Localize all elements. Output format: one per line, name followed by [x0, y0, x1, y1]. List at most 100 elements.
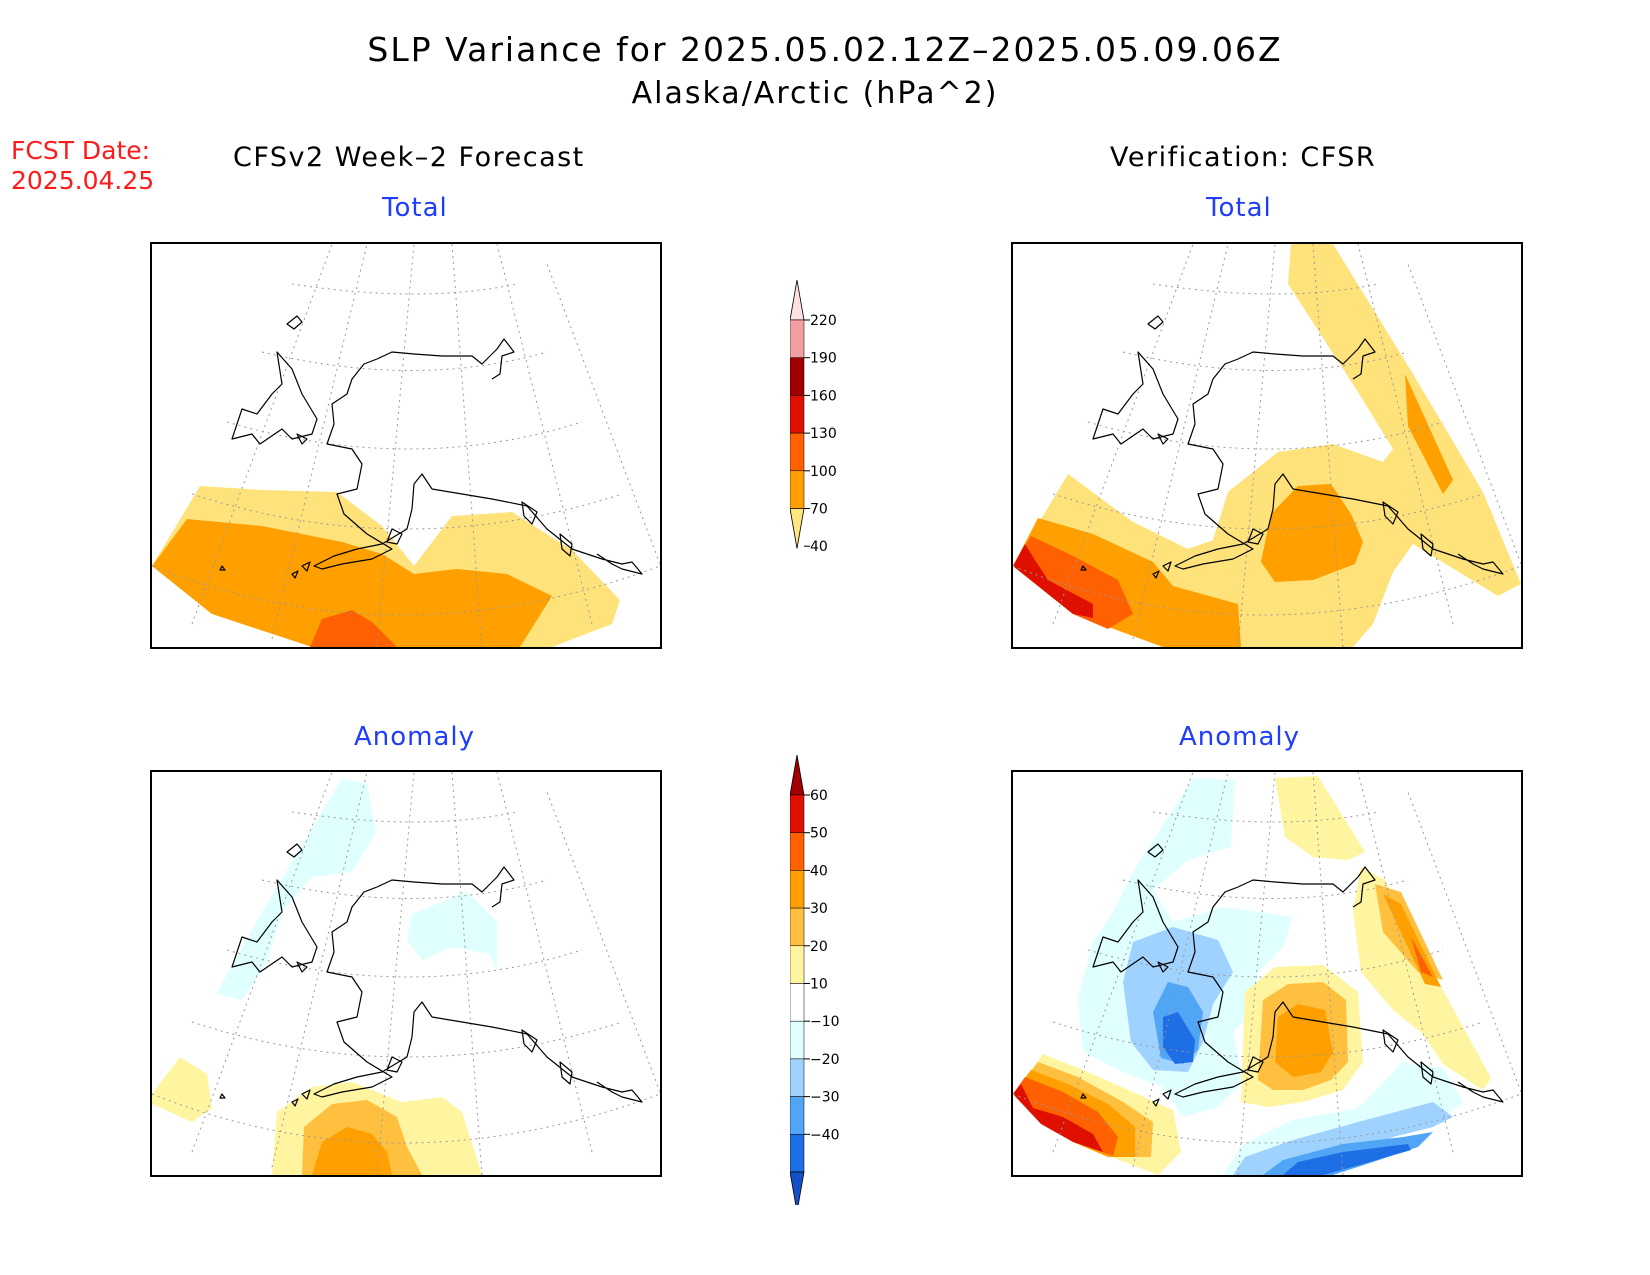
- coastline-segment: [1092, 879, 1179, 973]
- coastline-segment: [1157, 961, 1169, 973]
- colorbar-tick-label: 20: [810, 939, 828, 955]
- coastline-segment: [1247, 528, 1264, 545]
- coastline-segment: [301, 1089, 311, 1100]
- coastline-segment: [1237, 338, 1376, 380]
- total-colorbar: 220 190 160 130 100 70 40: [790, 280, 837, 555]
- grid-line: [1013, 1093, 1521, 1144]
- lat-lon-grid: [152, 244, 660, 647]
- verification-anomaly-title: Anomaly: [1179, 722, 1301, 752]
- coastline-segment: [431, 488, 643, 575]
- colorbar-tick-label: −30: [810, 1090, 840, 1106]
- coastline-segment: [1420, 533, 1434, 557]
- grid-line: [451, 244, 483, 647]
- colorbar-segment: [790, 357, 805, 396]
- fcst-date-value: 2025.04.25: [11, 166, 155, 195]
- forecast-column-heading: CFSv2 Week–2 Forecast: [233, 142, 585, 173]
- coastline-segment: [1147, 843, 1164, 858]
- coastline-segment: [301, 561, 311, 572]
- coastline-segment: [376, 338, 515, 380]
- forecast-total-svg: [152, 244, 660, 647]
- colorbar-tick-label: −20: [810, 1052, 840, 1068]
- coastline: [219, 843, 643, 1107]
- colorbar-tick-label: 40: [810, 539, 828, 555]
- coastline-segment: [1174, 886, 1294, 1098]
- shade-10: [152, 1057, 212, 1122]
- coastline: [1080, 315, 1504, 579]
- shade-70c: [1405, 374, 1453, 494]
- coastline-segment: [1247, 1056, 1264, 1073]
- total-colorbar-segments: 220 190 160 130 100 70 40: [790, 280, 837, 555]
- shade-40: [1013, 244, 1521, 647]
- shade-m10b: [407, 892, 497, 972]
- forecast-anomaly-title: Anomaly: [354, 722, 476, 752]
- coastline: [219, 315, 643, 579]
- coastline-segment: [386, 1056, 403, 1073]
- shade-m10: [216, 778, 376, 1000]
- grid-line: [1122, 351, 1409, 371]
- lat-lon-grid: [152, 772, 660, 1175]
- colorbar-top-arrow: [790, 755, 805, 796]
- grid-line: [271, 244, 368, 640]
- shade-70b: [1261, 484, 1363, 582]
- colorbar-segment: [790, 1058, 805, 1097]
- shade-m40b: [1283, 1144, 1411, 1175]
- coastline-segment: [1157, 433, 1169, 445]
- grid-line: [1052, 244, 1194, 625]
- coastline-segment: [1420, 1061, 1434, 1085]
- shade-50: [1013, 1084, 1103, 1152]
- coastline-segment: [219, 565, 226, 571]
- coastline-segment: [1237, 866, 1376, 908]
- colorbar-tick-label: −10: [810, 1014, 840, 1030]
- grid-line: [1087, 421, 1444, 450]
- colorbar-segment: [790, 870, 805, 909]
- grid-line: [1237, 244, 1276, 647]
- anomaly-colorbar: 60 50 40 30 20 10 −10 −20 −30 −40: [790, 755, 840, 1205]
- coastline-segment: [1382, 1029, 1399, 1053]
- colorbar-segment: [790, 319, 805, 358]
- verification-column-heading: Verification: CFSR: [1110, 142, 1377, 173]
- forecast-total-map: [150, 242, 662, 649]
- grid-line: [152, 1093, 660, 1144]
- figure-title: SLP Variance for 2025.05.02.12Z–2025.05.…: [367, 30, 1283, 69]
- colorbar-tick-label: 220: [810, 313, 837, 329]
- colorbar-tick-label: 10: [810, 977, 828, 993]
- anomaly-colorbar-segments: 60 50 40 30 20 10 −10 −20 −30 −40: [790, 755, 840, 1205]
- forecast-anomaly-map: [150, 770, 662, 1177]
- coastline-segment: [521, 1029, 538, 1053]
- colorbar-tick-label: 70: [810, 502, 828, 518]
- grid-line: [191, 1021, 623, 1058]
- coastline-segment: [1080, 565, 1087, 571]
- coastline-segment: [313, 886, 433, 1098]
- colorbar-segment: [790, 395, 805, 434]
- grid-line: [291, 811, 518, 823]
- colorbar-segment: [790, 832, 805, 871]
- coastline-segment: [521, 501, 538, 525]
- shade-10: [1275, 776, 1365, 860]
- coastline-segment: [286, 843, 303, 858]
- coastline-segment: [559, 533, 573, 557]
- colorbar-tick-label: 130: [810, 426, 837, 442]
- verification-total-title: Total: [1206, 193, 1272, 223]
- coastline-segment: [431, 1016, 643, 1103]
- colorbar-top-arrow: [790, 280, 805, 321]
- shade-70: [1013, 518, 1241, 647]
- colorbar-segment: [790, 907, 805, 947]
- colorbar-tick-label: 60: [810, 788, 828, 804]
- coastline-segment: [1382, 501, 1399, 525]
- grid-line: [1013, 565, 1521, 616]
- coastline-segment: [291, 1098, 299, 1107]
- colorbar-segment: [790, 432, 805, 472]
- colorbar-tick-label: 50: [810, 826, 828, 842]
- grid-line: [1237, 772, 1276, 1175]
- grid-line: [1132, 244, 1229, 640]
- colorbar-segment: [790, 470, 805, 509]
- grid-line: [152, 565, 660, 616]
- grid-line: [1122, 879, 1409, 899]
- colorbar-segment: [790, 945, 805, 984]
- coastline-segment: [1152, 570, 1160, 579]
- grid-line: [1152, 811, 1379, 823]
- grid-line: [496, 772, 593, 1153]
- coastline-segment: [296, 961, 308, 973]
- coastline-segment: [1152, 1098, 1160, 1107]
- grid-line: [1087, 949, 1444, 978]
